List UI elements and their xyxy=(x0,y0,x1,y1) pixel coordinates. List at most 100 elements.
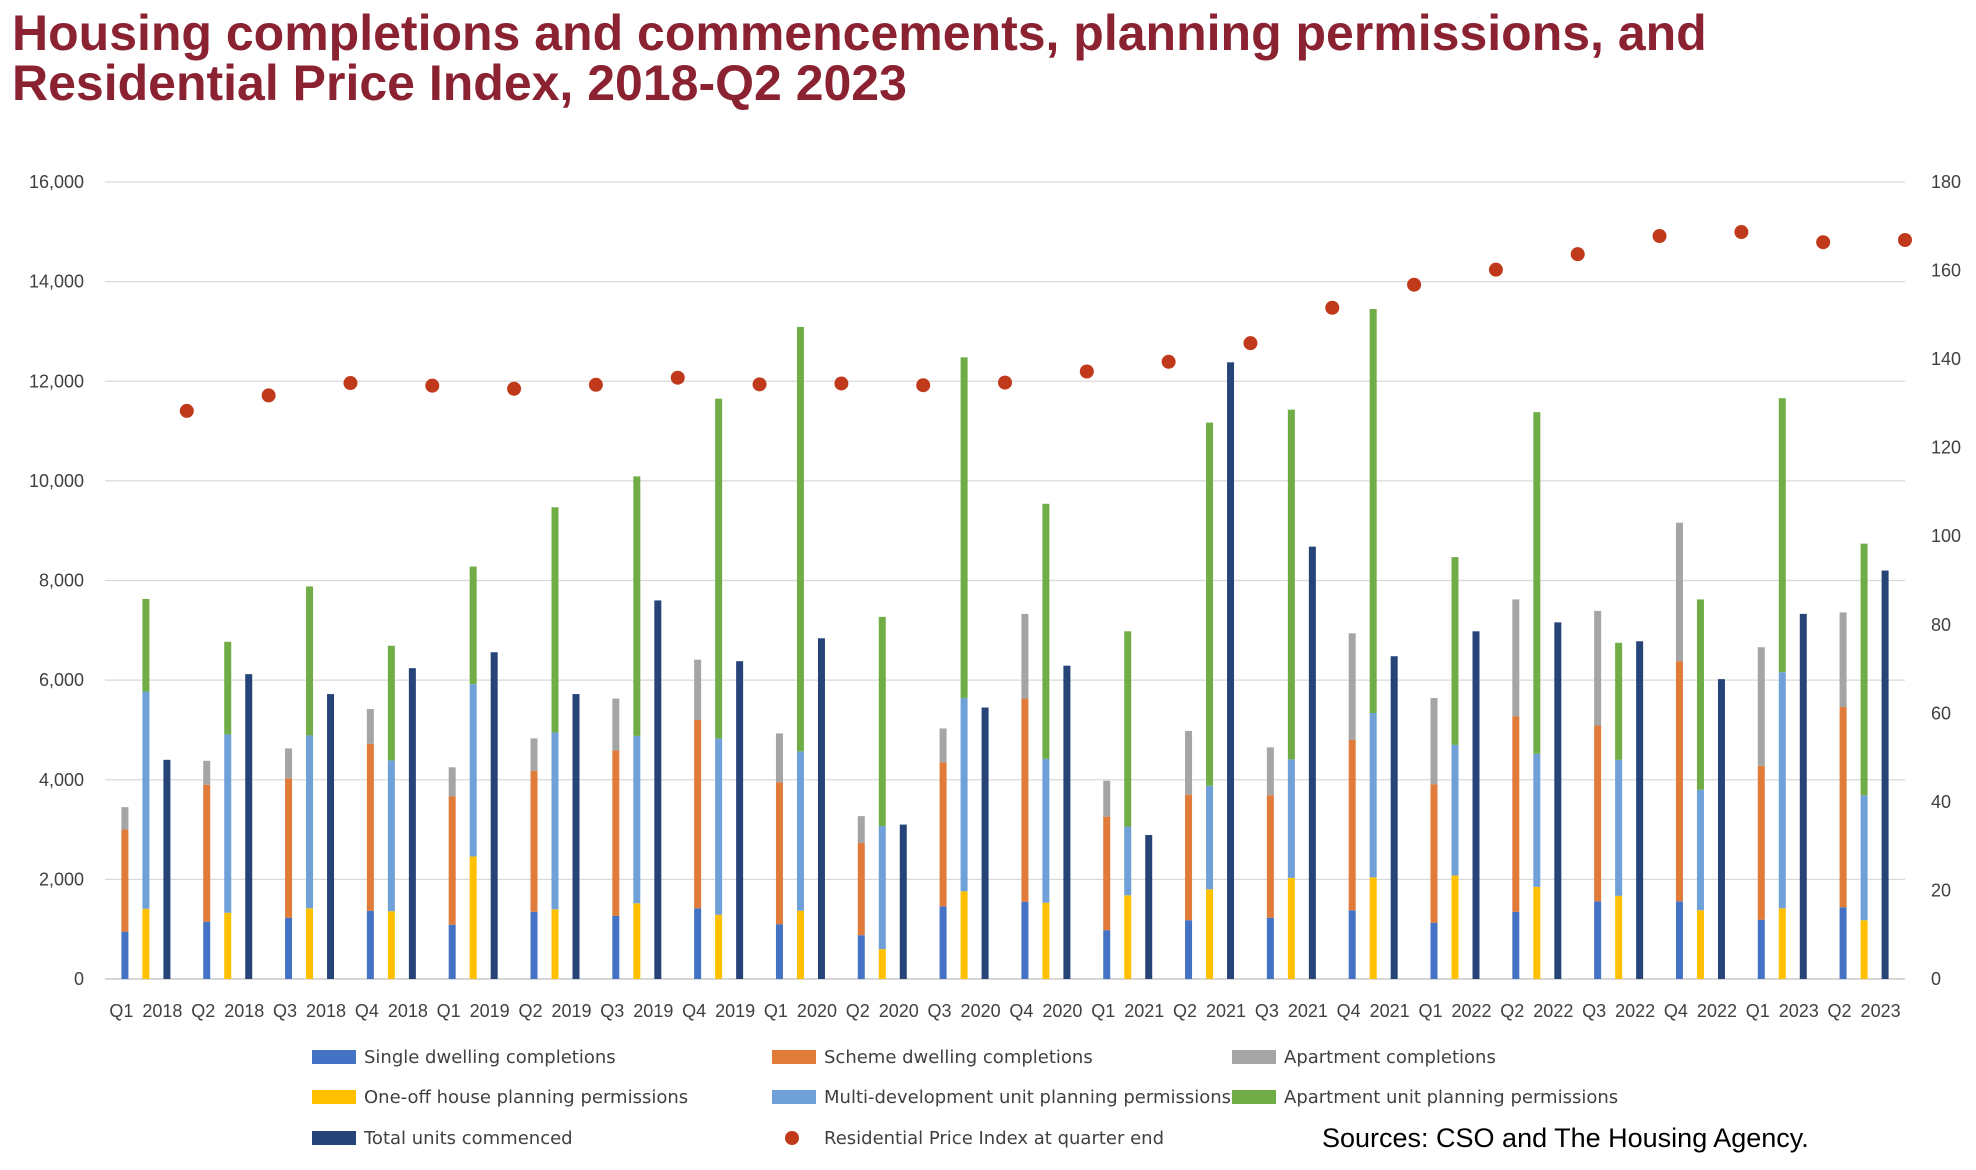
source-note: Sources: CSO and The Housing Agency. xyxy=(1322,1123,1809,1153)
bar-segment xyxy=(1839,612,1847,708)
bar-segment xyxy=(736,661,744,979)
bar-segment xyxy=(387,911,395,979)
bar-segment xyxy=(633,476,641,736)
bar-segment xyxy=(1369,713,1377,878)
bar-segment xyxy=(857,816,865,844)
bar-segment xyxy=(1021,613,1029,699)
x-tick-label: Q2 2023 xyxy=(1828,1001,1901,1021)
bar-segment xyxy=(775,782,783,925)
y-left-tick-label: 10,000 xyxy=(29,471,84,491)
bar-segment xyxy=(1287,759,1295,878)
bar-segment xyxy=(306,908,314,979)
bar-segment xyxy=(1185,920,1193,979)
bar-segment xyxy=(224,734,232,913)
bar-segment xyxy=(1696,910,1704,979)
legend-swatch xyxy=(1232,1050,1276,1064)
bar-segment xyxy=(694,719,702,909)
bar-segment xyxy=(1266,795,1274,918)
bar-segment xyxy=(1696,789,1704,911)
bar-segment xyxy=(1042,503,1050,759)
bar-segment xyxy=(1594,610,1602,726)
rpi-point xyxy=(1652,229,1667,244)
bar-segment xyxy=(1185,794,1193,921)
bar-segment xyxy=(448,796,456,925)
bar-segment xyxy=(1348,633,1356,740)
x-tick-label: Q1 2021 xyxy=(1091,1001,1164,1021)
y-left-tick-label: 8,000 xyxy=(39,571,84,591)
y-left-tick-label: 12,000 xyxy=(29,371,84,391)
bar-segment xyxy=(654,600,662,979)
bar-segment xyxy=(1103,780,1111,817)
bar-segment xyxy=(306,586,314,736)
bar-segment xyxy=(1512,911,1520,979)
x-tick-label: Q2 2022 xyxy=(1500,1001,1573,1021)
bar-segment xyxy=(1063,665,1071,979)
bar-segment xyxy=(1860,795,1868,921)
rpi-point xyxy=(1570,247,1585,262)
x-tick-label: Q3 2020 xyxy=(928,1001,1001,1021)
legend-marker xyxy=(785,1131,799,1145)
legend-label: Single dwelling completions xyxy=(364,1047,616,1068)
bar-segment xyxy=(1757,765,1765,920)
bar-segment xyxy=(1757,647,1765,766)
rpi-point xyxy=(1898,233,1912,248)
rpi-point xyxy=(343,376,358,391)
bar-segment xyxy=(366,709,374,744)
rpi-point xyxy=(1407,277,1422,292)
y-right-tick-label: 180 xyxy=(1931,172,1961,192)
rpi-point xyxy=(1161,354,1176,369)
bar-segment xyxy=(469,566,477,685)
bar-segment xyxy=(530,770,538,912)
x-tick-label: Q4 2018 xyxy=(355,1001,428,1021)
legend-swatch xyxy=(312,1090,356,1104)
bar-segment xyxy=(796,751,804,911)
bar-segment xyxy=(1451,744,1459,876)
bar-segment xyxy=(1369,309,1377,714)
legend-label: Scheme dwelling completions xyxy=(824,1047,1093,1068)
bar-segment xyxy=(1799,613,1807,979)
bar-segment xyxy=(1369,877,1377,979)
y-right-tick-label: 40 xyxy=(1931,792,1951,812)
legend-swatch xyxy=(312,1131,356,1145)
y-left-tick-label: 6,000 xyxy=(39,670,84,690)
rpi-point xyxy=(998,375,1012,390)
bar-segment xyxy=(1308,546,1316,979)
rpi-point xyxy=(670,370,685,385)
bar-segment xyxy=(1675,661,1683,902)
bar-segment xyxy=(878,826,886,950)
rpi-point xyxy=(1079,364,1094,379)
bar-segment xyxy=(1636,641,1644,979)
rpi-point xyxy=(179,403,194,418)
legend-label: Multi-development unit planning permissi… xyxy=(824,1087,1231,1108)
bar-segment xyxy=(1266,747,1274,796)
legend-swatch xyxy=(1232,1090,1276,1104)
bar-segment xyxy=(1778,398,1786,673)
bar-segment xyxy=(775,733,783,783)
bar-segment xyxy=(1696,599,1704,790)
bar-segment xyxy=(142,691,150,909)
bar-segment xyxy=(1287,409,1295,760)
x-tick-label: Q3 2018 xyxy=(273,1001,346,1021)
y-left-tick-label: 0 xyxy=(74,969,84,989)
bar-segment xyxy=(1103,930,1111,979)
bar-segment xyxy=(224,641,232,735)
bar-segment xyxy=(448,767,456,797)
x-tick-label: Q4 2022 xyxy=(1664,1001,1737,1021)
bar-segment xyxy=(285,917,293,979)
bar-segment xyxy=(1042,758,1050,903)
bar-segment xyxy=(1227,362,1235,979)
rpi-point xyxy=(588,377,603,392)
x-tick-label: Q4 2020 xyxy=(1009,1001,1082,1021)
bar-segment xyxy=(1124,631,1132,827)
bar-segment xyxy=(1206,889,1214,979)
bar-segment xyxy=(1554,622,1562,979)
x-tick-label: Q1 2018 xyxy=(109,1001,182,1021)
legend-swatch xyxy=(772,1050,816,1064)
bar-segment xyxy=(612,915,620,979)
bar-segment xyxy=(1860,543,1868,796)
bar-segment xyxy=(121,931,129,979)
x-tick-label: Q2 2019 xyxy=(518,1001,591,1021)
y-right-tick-label: 160 xyxy=(1931,261,1961,281)
rpi-point xyxy=(834,376,849,391)
bar-segment xyxy=(899,824,907,979)
